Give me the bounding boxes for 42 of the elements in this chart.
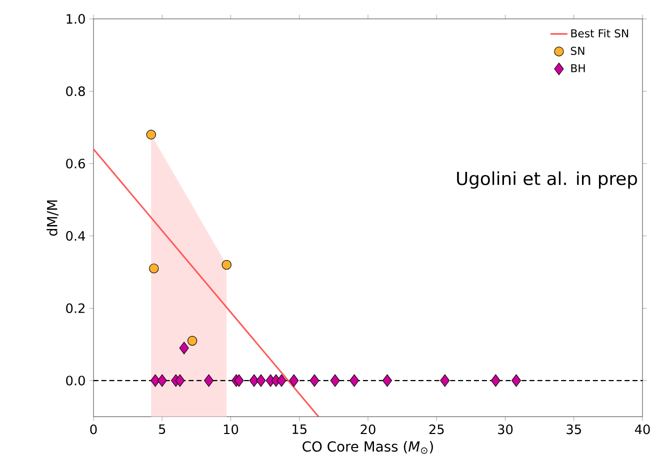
x-axis-title: CO Core Mass (M$_{⊙}$)	[302, 440, 433, 454]
point	[440, 374, 450, 387]
point	[157, 374, 167, 387]
annotation: Ugolini et al. in prep	[457, 171, 637, 188]
point	[146, 130, 156, 140]
x-tick-label: 20	[360, 424, 376, 434]
x-tick-label: 30	[498, 424, 513, 434]
x-tick-label: 35	[566, 424, 581, 434]
point	[490, 374, 500, 387]
y-tick-label: 0.2	[66, 303, 84, 313]
y-tick-label: 1.0	[66, 14, 85, 24]
y-tick-label: 0.0	[66, 375, 85, 386]
x-tick-label: 0	[90, 424, 97, 434]
x-tick-label: 10	[224, 424, 238, 434]
point	[179, 342, 189, 354]
y-tick-label: 0.4	[66, 230, 86, 241]
legend-label: BH	[571, 64, 585, 72]
x-tick-label: 15	[292, 424, 306, 434]
point	[150, 374, 160, 387]
point	[330, 374, 340, 387]
point	[204, 374, 214, 387]
y-axis-title: dM/M	[46, 200, 58, 236]
legend-label: SN	[570, 46, 584, 55]
point	[187, 336, 198, 346]
point	[175, 374, 185, 387]
point	[310, 374, 320, 387]
x-tick-label: 40	[634, 424, 650, 434]
point	[149, 263, 159, 274]
point	[276, 374, 286, 387]
point	[234, 374, 244, 387]
point	[511, 374, 521, 387]
y-tick-label: 0.8	[66, 86, 85, 96]
point	[382, 374, 392, 387]
point	[289, 374, 299, 387]
point	[350, 374, 360, 387]
x-tick-label: 5	[159, 424, 166, 434]
point	[222, 260, 232, 270]
point	[256, 374, 266, 387]
y-tick-label: 0.6	[66, 158, 85, 168]
legend-label: Best Fit SN	[571, 28, 628, 38]
point	[249, 374, 259, 387]
x-tick-label: 25	[429, 424, 444, 434]
